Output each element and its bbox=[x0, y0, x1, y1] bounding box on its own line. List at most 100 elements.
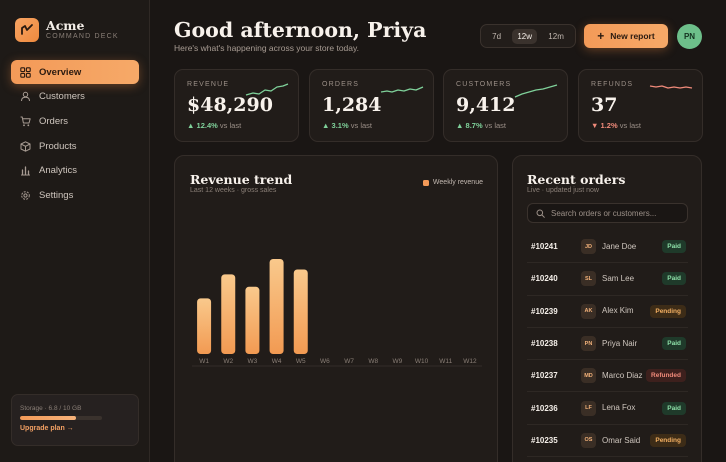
range-selector: 7d 12w 12m bbox=[480, 24, 576, 48]
page-title: Good afternoon, Priya bbox=[174, 18, 427, 42]
recent-orders-panel: Recent orders Live · updated just now #1… bbox=[512, 155, 702, 462]
order-id: #10237 bbox=[531, 371, 558, 381]
user-avatar[interactable]: PN bbox=[677, 24, 702, 49]
kpi-change: ▼ 1.2% vs last bbox=[591, 121, 690, 130]
x-tick-label: W12 bbox=[463, 358, 477, 365]
status-badge: Pending bbox=[650, 304, 686, 318]
nav-item-products[interactable]: Products bbox=[11, 134, 139, 158]
nav-label: Analytics bbox=[39, 165, 78, 177]
bar-w3[interactable] bbox=[245, 286, 260, 354]
status-badge: Pending bbox=[650, 433, 686, 447]
revenue-title: Revenue trend bbox=[190, 172, 293, 187]
x-tick-label: W1 bbox=[199, 358, 209, 365]
order-row[interactable]: #10241 JD Jane Doe Paid bbox=[527, 231, 688, 264]
x-tick-label: W11 bbox=[439, 358, 452, 365]
orders-title: Recent orders bbox=[527, 172, 626, 187]
kpi-card-refunds[interactable]: REFUNDS 37 ▼ 1.2% vs last bbox=[578, 69, 703, 142]
sparkline bbox=[649, 85, 693, 89]
order-id: #10239 bbox=[531, 306, 558, 316]
customer-name: Jane Doe bbox=[602, 241, 637, 251]
brand[interactable]: Acme COMMAND DECK bbox=[15, 18, 119, 42]
order-id: #10240 bbox=[531, 274, 558, 284]
order-row[interactable]: #10237 MD Marco Diaz Refunded bbox=[527, 360, 688, 393]
user-icon bbox=[20, 91, 31, 102]
kpi-change: ▲ 8.7% vs last bbox=[456, 121, 555, 130]
x-tick-label: W3 bbox=[248, 358, 258, 365]
storage-card: Storage · 6.8 / 10 GB Upgrade plan → bbox=[11, 394, 139, 446]
chart-legend: Weekly revenue bbox=[422, 179, 483, 186]
kpi-card-revenue[interactable]: REVENUE $48,290 ▲ 12.4% vs last bbox=[174, 69, 299, 142]
new-report-button[interactable]: + New report bbox=[584, 24, 668, 48]
customer-avatar: SL bbox=[581, 271, 596, 287]
bar-w2[interactable] bbox=[221, 274, 236, 354]
customer-avatar: MD bbox=[581, 368, 596, 384]
order-row[interactable]: #10239 AK Alex Kim Pending bbox=[527, 296, 688, 328]
order-id: #10235 bbox=[531, 435, 558, 445]
bar-w5[interactable] bbox=[293, 269, 308, 354]
kpi-card-orders[interactable]: ORDERS 1,284 ▲ 3.1% vs last bbox=[309, 69, 434, 142]
bar-w4[interactable] bbox=[269, 258, 284, 354]
customer-avatar: AK bbox=[581, 303, 596, 319]
kpi-label: REVENUE bbox=[187, 81, 230, 88]
kpi-change-value: 8.7% bbox=[465, 121, 483, 130]
order-row[interactable]: #10235 OS Omar Said Pending bbox=[527, 425, 688, 458]
customer-name: Marco Diaz bbox=[602, 371, 643, 381]
nav-item-orders[interactable]: Orders bbox=[11, 109, 139, 133]
customer-name: Alex Kim bbox=[602, 306, 634, 316]
nav-item-customers[interactable]: Customers bbox=[11, 85, 139, 109]
nav-label: Settings bbox=[39, 189, 74, 201]
kpi-value: 1,284 bbox=[322, 94, 382, 116]
order-id: #10238 bbox=[531, 339, 558, 349]
order-row[interactable]: #10240 SL Sam Lee Paid bbox=[527, 263, 688, 296]
bar-w1[interactable] bbox=[197, 298, 212, 354]
x-tick-label: W5 bbox=[296, 358, 306, 365]
order-row[interactable]: #10236 LF Lena Fox Paid bbox=[527, 392, 688, 425]
kpi-value: $48,290 bbox=[187, 94, 273, 116]
kpi-label: REFUNDS bbox=[591, 81, 634, 88]
brand-name: Acme bbox=[46, 18, 85, 33]
kpi-change-value: 1.2% bbox=[600, 121, 618, 130]
nav-label: Orders bbox=[39, 115, 69, 127]
x-tick-label: W8 bbox=[368, 358, 378, 365]
x-tick-label: W7 bbox=[344, 358, 354, 365]
customer-name: Sam Lee bbox=[602, 274, 635, 284]
range-option-7d[interactable]: 7d bbox=[492, 31, 502, 41]
nav-label: Customers bbox=[39, 91, 85, 103]
revenue-subtitle: Last 12 weeks · gross sales bbox=[190, 187, 277, 194]
upgrade-plan-link[interactable]: Upgrade plan → bbox=[20, 425, 74, 432]
storage-label: Storage · 6.8 / 10 GB bbox=[20, 405, 82, 412]
status-badge: Paid bbox=[662, 240, 686, 254]
order-id: #10236 bbox=[531, 403, 558, 413]
range-option-12w[interactable]: 12w bbox=[512, 28, 538, 44]
nav-item-overview[interactable]: Overview bbox=[11, 60, 139, 84]
kpi-change-value: 3.1% bbox=[331, 121, 349, 130]
nav-item-settings[interactable]: Settings bbox=[11, 183, 139, 207]
kpi-label: CUSTOMERS bbox=[456, 81, 512, 88]
order-row[interactable]: #10238 PN Priya Nair Paid bbox=[527, 328, 688, 361]
nav-label: Overview bbox=[39, 66, 82, 78]
order-list: #10241 JD Jane Doe Paid #10240 SL Sam Lee Paid #… bbox=[527, 231, 688, 458]
storage-bar-fill bbox=[20, 416, 76, 420]
customer-name: Omar Said bbox=[602, 435, 641, 445]
kpi-card-customers[interactable]: CUSTOMERS 9,412 ▲ 8.7% vs last bbox=[443, 69, 568, 142]
plus-icon: + bbox=[597, 29, 605, 43]
sparkline bbox=[514, 84, 558, 98]
revenue-trend-panel: Revenue trend Last 12 weeks · gross sale… bbox=[174, 155, 498, 462]
nav-item-analytics[interactable]: Analytics bbox=[11, 159, 139, 183]
range-option-12m[interactable]: 12m bbox=[548, 31, 564, 41]
kpi-change: ▲ 12.4% vs last bbox=[187, 121, 286, 130]
page-subtitle: Here's what's happening across your stor… bbox=[174, 43, 359, 53]
x-tick-label: W10 bbox=[415, 358, 429, 365]
box-icon bbox=[20, 140, 31, 152]
trend-up-icon: ▲ bbox=[456, 121, 464, 130]
search-input[interactable] bbox=[551, 208, 681, 218]
legend-swatch bbox=[422, 179, 429, 186]
customer-avatar: LF bbox=[581, 400, 596, 416]
customer-name: Lena Fox bbox=[602, 403, 636, 413]
status-badge: Paid bbox=[662, 401, 686, 415]
sparkline bbox=[380, 86, 424, 93]
x-tick-label: W4 bbox=[272, 358, 282, 365]
kpi-change-suffix: vs last bbox=[619, 121, 641, 130]
kpi-value: 37 bbox=[591, 94, 618, 116]
order-search bbox=[527, 203, 688, 223]
